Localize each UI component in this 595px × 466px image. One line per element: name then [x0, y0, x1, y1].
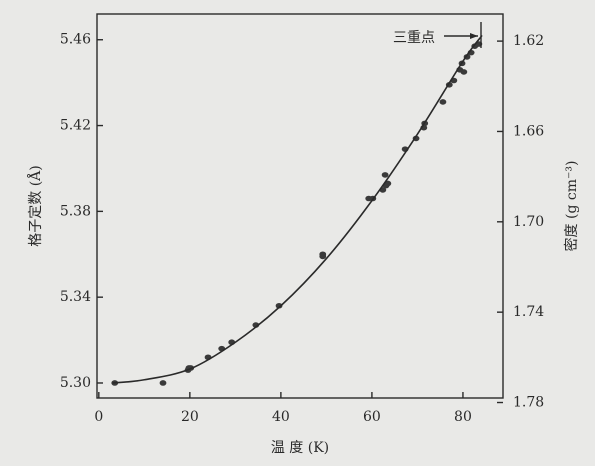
y2-tick-label: 1.66 — [513, 123, 544, 139]
y2-tick-label: 1.74 — [513, 304, 544, 320]
x-tick-label: 80 — [454, 409, 472, 425]
y-axis-label: 格子定数 (Å) — [26, 165, 44, 246]
x-tick-label: 20 — [181, 409, 199, 425]
y-tick-label: 5.46 — [60, 32, 91, 48]
y2-axis-label: 密度 (g cm⁻³) — [563, 161, 580, 252]
data-point — [275, 302, 283, 309]
data-point — [319, 251, 327, 258]
y2-tick-label: 1.70 — [513, 214, 544, 230]
data-point — [384, 180, 392, 187]
y-tick-label: 5.34 — [60, 289, 91, 305]
data-point — [381, 172, 389, 178]
annotation-arrowhead — [470, 33, 478, 39]
data-point — [159, 380, 167, 386]
data-point — [439, 99, 447, 105]
y-tick-label: 5.38 — [60, 203, 91, 219]
annotation: 三重点 — [393, 30, 435, 46]
x-tick-label: 0 — [94, 409, 103, 425]
x-tick-label: 60 — [363, 409, 381, 425]
x-axis-label: 温 度 (K) — [271, 440, 329, 456]
plot-frame — [96, 13, 504, 399]
x-tick-label: 40 — [272, 409, 290, 425]
y-tick-label: 5.30 — [60, 375, 91, 391]
y2-tick-label: 1.62 — [513, 33, 544, 49]
y2-tick-label: 1.78 — [513, 395, 544, 411]
y-tick-label: 5.42 — [60, 118, 91, 134]
data-point — [460, 69, 468, 75]
fit-curve — [112, 34, 483, 384]
